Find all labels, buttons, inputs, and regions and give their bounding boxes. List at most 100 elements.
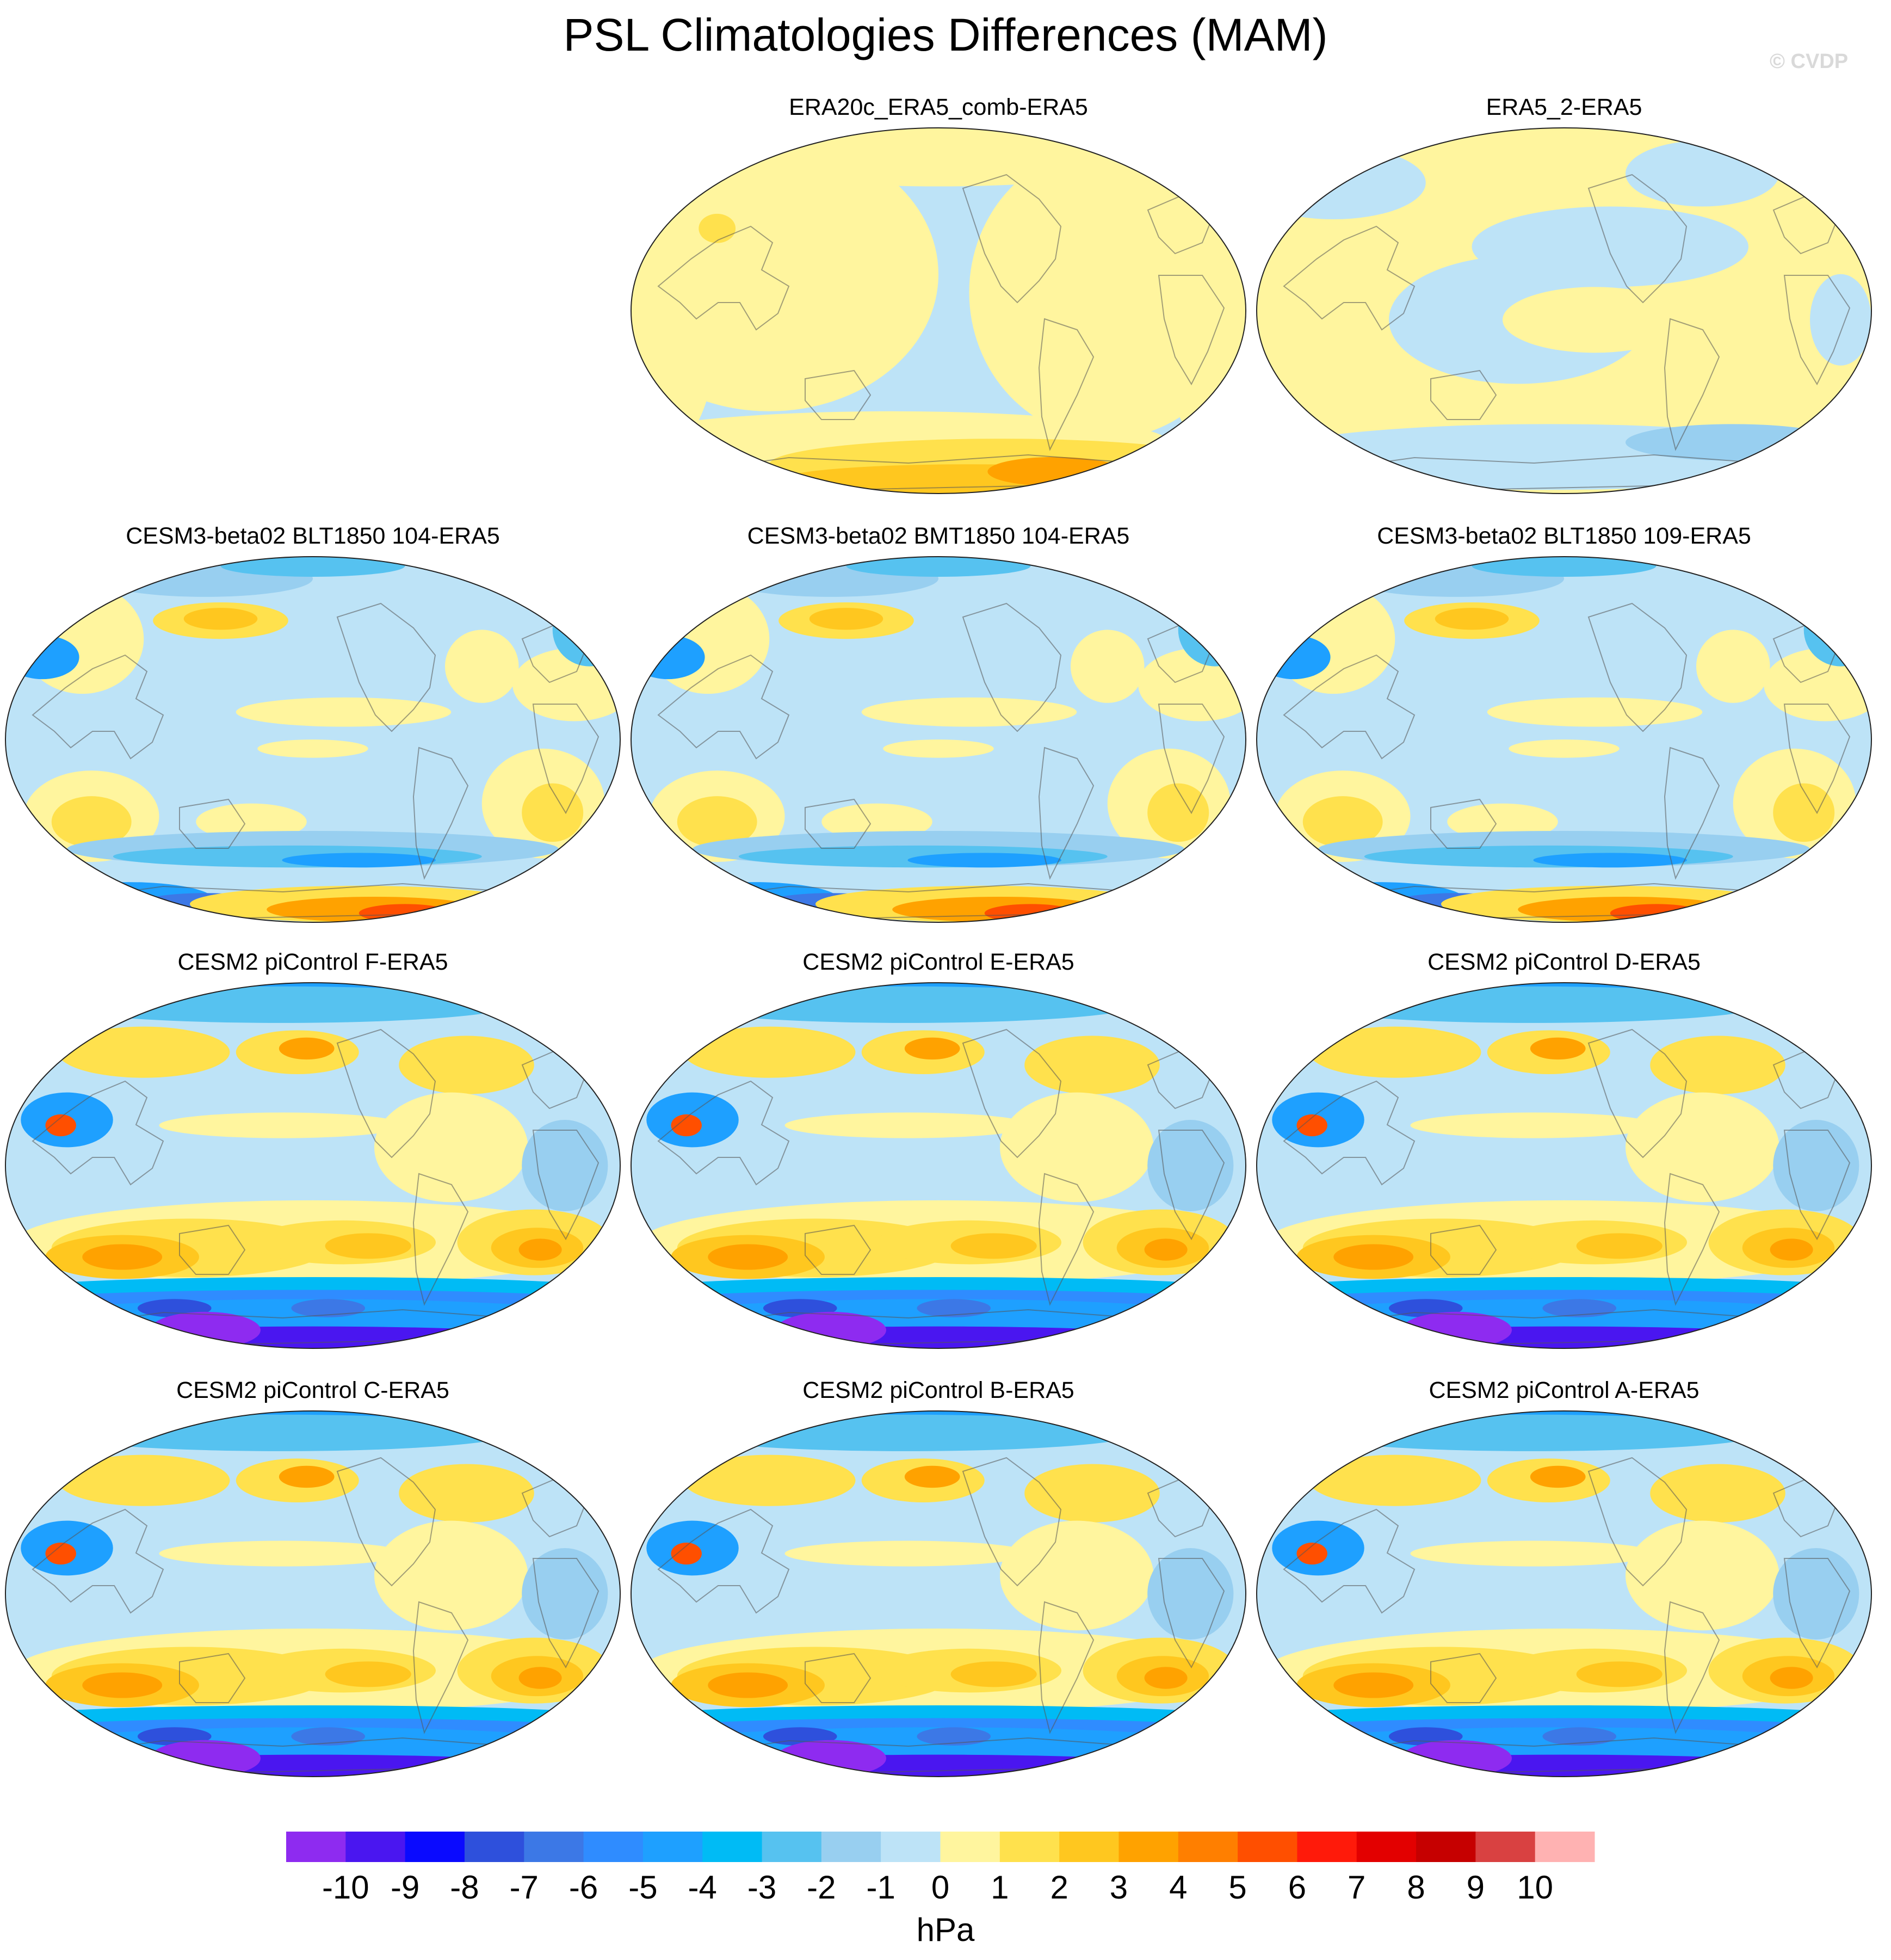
contour-fill (1257, 557, 1871, 922)
colorbar-swatch (1178, 1832, 1238, 1862)
coastline (1158, 1130, 1225, 1241)
coastline (412, 1601, 469, 1734)
contour-region (1024, 1464, 1160, 1523)
colorbar-tick-label: -7 (509, 1869, 539, 1906)
colorbar-swatch (821, 1832, 881, 1862)
colorbar-tick-label: -1 (866, 1869, 895, 1906)
contour-region (522, 1120, 608, 1211)
contour-region (1333, 1672, 1414, 1698)
coastline (962, 1028, 1062, 1158)
contour-region (699, 213, 736, 243)
colorbar-tick-label: 2 (1050, 1869, 1068, 1906)
contour-region (683, 1454, 856, 1506)
coastline (32, 1508, 164, 1614)
contour-region (1070, 630, 1145, 703)
colorbar-tick-label: -5 (628, 1869, 658, 1906)
map-border (631, 556, 1246, 923)
map-f (5, 982, 621, 1349)
coastline (1158, 1558, 1225, 1669)
map-panel-blt104: CESM3-beta02 BLT1850 104-ERA5 (0, 522, 626, 947)
colorbar-swatch (762, 1832, 822, 1862)
contour-region (150, 1740, 261, 1777)
coastline (1587, 602, 1688, 732)
coastline (32, 654, 164, 760)
contour-region (159, 1112, 405, 1138)
contour-region (1626, 1092, 1779, 1203)
map-blt104 (5, 556, 621, 923)
contour-region (159, 1540, 405, 1567)
coastline (805, 798, 872, 849)
colorbar-swatch (999, 1832, 1060, 1862)
map-era5-2 (1256, 127, 1872, 494)
contour-region (196, 803, 307, 840)
map-border (631, 982, 1246, 1349)
contour-region (1576, 1233, 1663, 1259)
contour-region (1533, 853, 1687, 868)
contour-region (1773, 783, 1835, 842)
contour-region (1296, 1114, 1327, 1137)
colorbar-swatch (1059, 1832, 1119, 1862)
contour-region (1309, 1026, 1481, 1078)
coastline (1283, 1080, 1416, 1186)
colorbar-tick-label: 3 (1109, 1869, 1128, 1906)
coastline (336, 1457, 436, 1587)
map-a (1256, 1410, 1872, 1777)
contour-region (784, 1540, 1031, 1567)
coastline (962, 174, 1062, 304)
contour-region (51, 796, 132, 848)
map-panel-b: CESM2 piControl B-ERA5 (626, 1377, 1251, 1801)
coastline (1430, 369, 1497, 420)
panel-title: CESM2 piControl E-ERA5 (802, 949, 1074, 975)
contour-region (1147, 1548, 1234, 1640)
contour-region (1773, 1120, 1859, 1211)
map-panel-era5-2: ERA5_2-ERA5 (1251, 94, 1877, 518)
coastline (1587, 1028, 1688, 1158)
contour-region (775, 1740, 886, 1777)
contour-region (683, 1026, 856, 1078)
colorbar-tick-label: -2 (807, 1869, 836, 1906)
colorbar-swatch (881, 1832, 941, 1862)
contour-region (1178, 593, 1246, 667)
contour-region (1650, 1464, 1785, 1523)
contour-region (1509, 739, 1620, 758)
contour-region (399, 1464, 534, 1523)
coastline (179, 1224, 246, 1275)
contour-region (1309, 1454, 1481, 1506)
contour-region (220, 557, 405, 577)
map-border (1256, 556, 1872, 923)
coastline (1283, 654, 1416, 760)
coastline (1283, 1508, 1416, 1614)
coastline (1038, 318, 1095, 451)
panel-title: CESM3-beta02 BLT1850 104-ERA5 (126, 523, 500, 549)
coastline (657, 1508, 790, 1614)
contour-region (631, 635, 705, 680)
contour-region (861, 697, 1077, 727)
contour-region (291, 1727, 366, 1746)
contour-region (883, 739, 994, 758)
contour-fill (631, 983, 1246, 1348)
colorbar-units: hPa (916, 1912, 975, 1948)
colorbar-swatch (345, 1832, 406, 1862)
map-border (5, 1410, 621, 1777)
contour-region (708, 1244, 788, 1270)
colorbar-tick-label: 5 (1228, 1869, 1247, 1906)
contour-region (784, 464, 1154, 494)
contour-fill (5, 1411, 620, 1777)
contour-region (58, 1026, 230, 1078)
contour-region (1773, 1548, 1859, 1640)
contour-region (1542, 1727, 1617, 1746)
contour-region (279, 1465, 335, 1488)
contour-region (1696, 630, 1770, 703)
contour-region (1401, 1311, 1512, 1348)
colorbar-tick-label: -8 (450, 1869, 479, 1906)
map-panel-a: CESM2 piControl A-ERA5 (1251, 1377, 1877, 1801)
map-panel-d: CESM2 piControl D-ERA5 (1251, 948, 1877, 1373)
coastline (962, 1457, 1062, 1587)
coastline (1587, 174, 1688, 304)
contour-region (1015, 311, 1200, 439)
map-panel-e: CESM2 piControl E-ERA5 (626, 948, 1251, 1373)
map-border (5, 982, 621, 1349)
coastline (1158, 704, 1225, 815)
contour-region (671, 1114, 702, 1137)
contour-region (1435, 608, 1509, 630)
